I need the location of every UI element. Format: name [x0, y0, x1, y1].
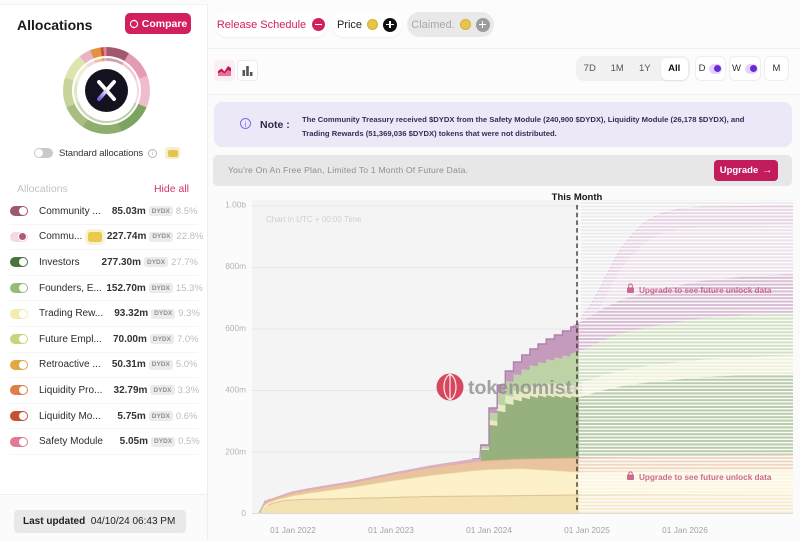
- svg-text:01 Jan 2023: 01 Jan 2023: [368, 525, 414, 535]
- svg-text:Chart in UTC + 00:00 Time: Chart in UTC + 00:00 Time: [266, 215, 362, 224]
- svg-text:800m: 800m: [225, 261, 246, 271]
- svg-text:tokenomist: tokenomist: [468, 377, 573, 399]
- svg-text:.ai: .ai: [562, 377, 584, 399]
- svg-text:400m: 400m: [225, 385, 246, 395]
- svg-text:This Month: This Month: [552, 192, 603, 203]
- svg-text:01 Jan 2026: 01 Jan 2026: [662, 525, 708, 535]
- svg-text:01 Jan 2025: 01 Jan 2025: [564, 525, 610, 535]
- svg-text:01 Jan 2024: 01 Jan 2024: [466, 525, 512, 535]
- svg-text:1.00b: 1.00b: [225, 200, 246, 210]
- svg-text:0: 0: [241, 508, 246, 518]
- svg-text:Upgrade to see future unlock d: Upgrade to see future unlock data: [639, 473, 772, 482]
- svg-text:600m: 600m: [225, 323, 246, 333]
- svg-text:200m: 200m: [225, 447, 246, 457]
- svg-text:Upgrade to see future unlock d: Upgrade to see future unlock data: [639, 286, 772, 295]
- svg-text:01 Jan 2022: 01 Jan 2022: [270, 525, 316, 535]
